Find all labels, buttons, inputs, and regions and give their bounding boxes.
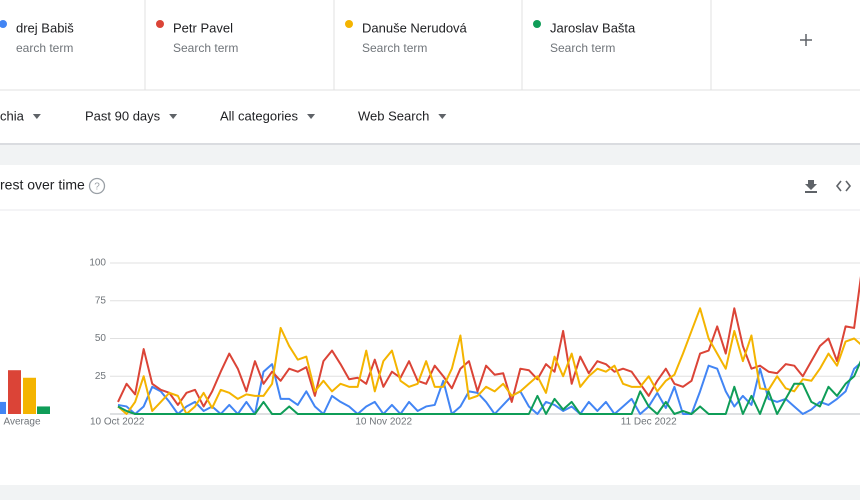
term-subtitle: Search term	[173, 41, 238, 55]
term-color-dot	[156, 20, 164, 28]
term-name: Petr Pavel	[173, 20, 233, 35]
filter-dropdown[interactable]: All categories	[220, 108, 299, 123]
y-tick-label: 25	[95, 371, 107, 382]
dropdown-arrow	[438, 114, 447, 119]
series-line	[117, 275, 860, 408]
filter-dropdown[interactable]: chia	[0, 108, 25, 123]
add-term-button[interactable]	[800, 34, 812, 46]
average-label: Average	[3, 417, 41, 428]
term-name: Danuše Nerudová	[362, 20, 468, 35]
y-tick-label: 75	[95, 295, 107, 306]
average-bar	[8, 370, 21, 414]
x-tick-label: 10 Nov 2022	[355, 417, 412, 428]
filter-dropdown[interactable]: Web Search	[358, 108, 429, 123]
x-tick-label: 10 Oct 2022	[90, 417, 145, 428]
help-icon-glyph: ?	[94, 182, 100, 193]
term-color-dot	[533, 20, 541, 28]
y-tick-label: 50	[95, 333, 107, 344]
dropdown-arrow	[169, 114, 178, 119]
download-button[interactable]	[805, 180, 817, 193]
y-tick-label: 100	[89, 258, 106, 269]
dropdown-arrow	[307, 114, 316, 119]
x-tick-label: 11 Dec 2022	[621, 417, 677, 428]
average-bar	[0, 401, 6, 414]
card-title: rest over time	[0, 177, 85, 193]
header-panel	[0, 0, 860, 145]
term-name: drej Babiš	[16, 20, 74, 35]
embed-button[interactable]	[835, 180, 852, 192]
filter-dropdown[interactable]: Past 90 days	[85, 108, 161, 123]
dropdown-arrow	[32, 114, 41, 119]
series-line	[117, 360, 860, 415]
help-icon	[88, 177, 106, 195]
series-line	[117, 307, 860, 415]
term-color-dot	[345, 20, 353, 28]
average-bar	[37, 406, 50, 414]
term-subtitle: earch term	[16, 41, 73, 55]
term-subtitle: Search term	[362, 41, 427, 55]
term-subtitle: Search term	[550, 41, 615, 55]
average-bar	[23, 377, 36, 414]
term-name: Jaroslav Bašta	[550, 20, 636, 35]
chart-card	[0, 165, 860, 485]
term-color-dot	[0, 20, 7, 28]
